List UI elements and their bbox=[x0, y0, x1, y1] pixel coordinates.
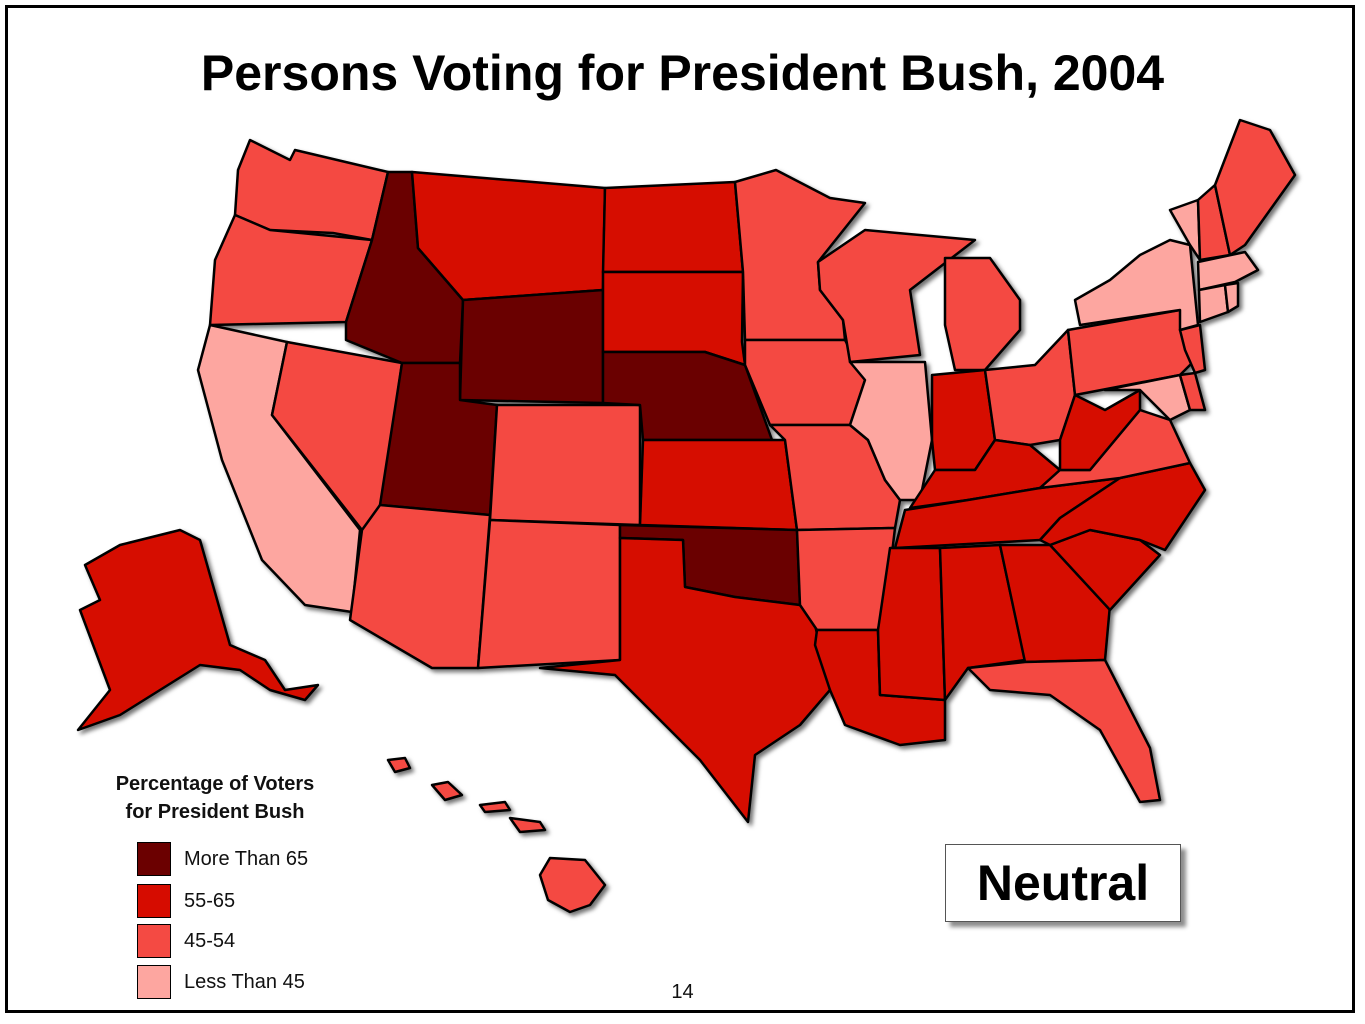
legend-swatch bbox=[137, 924, 171, 958]
state-IL bbox=[848, 360, 934, 502]
legend-label: 45-54 bbox=[184, 930, 236, 952]
state-NC bbox=[1038, 461, 1207, 552]
page-number: 14 bbox=[671, 981, 694, 1003]
legend-label: Less Than 45 bbox=[184, 971, 305, 993]
legend-swatch bbox=[137, 884, 171, 918]
state-WA bbox=[233, 138, 390, 242]
legend-title-line1: Percentage of Voters bbox=[115, 773, 315, 795]
state-ME bbox=[1213, 118, 1297, 257]
state-CO bbox=[488, 403, 642, 527]
state-WI bbox=[816, 228, 977, 364]
state-MI bbox=[943, 256, 1022, 372]
state-AK bbox=[76, 528, 320, 732]
state-RI bbox=[1223, 281, 1240, 314]
neutral-badge: Neutral bbox=[945, 844, 1181, 922]
state-AZ bbox=[348, 503, 492, 670]
legend-swatch bbox=[137, 965, 171, 999]
state-MS bbox=[876, 546, 947, 702]
legend-title: Percentage of Voters for President Bush bbox=[85, 770, 345, 826]
legend-label: More Than 65 bbox=[184, 848, 309, 870]
state-ND bbox=[601, 180, 745, 274]
state-MA bbox=[1196, 250, 1260, 292]
state-TX bbox=[538, 536, 832, 824]
map-title: Persons Voting for President Bush, 2004 bbox=[200, 45, 1165, 101]
state-KS bbox=[638, 438, 799, 532]
state-NM bbox=[476, 518, 622, 670]
slide-frame bbox=[5, 5, 1355, 1013]
legend-label: 55-65 bbox=[184, 890, 236, 912]
state-WY bbox=[458, 288, 605, 405]
state-DE bbox=[1178, 371, 1207, 412]
state-MD bbox=[1103, 373, 1192, 422]
state-NY bbox=[1073, 238, 1200, 332]
legend-swatch bbox=[137, 842, 171, 876]
state-GA bbox=[998, 543, 1112, 664]
legend-title-line2: for President Bush bbox=[125, 801, 305, 823]
state-CT bbox=[1197, 283, 1230, 324]
state-HI bbox=[386, 756, 607, 914]
state-FL bbox=[966, 658, 1162, 804]
state-WV bbox=[1058, 388, 1142, 472]
